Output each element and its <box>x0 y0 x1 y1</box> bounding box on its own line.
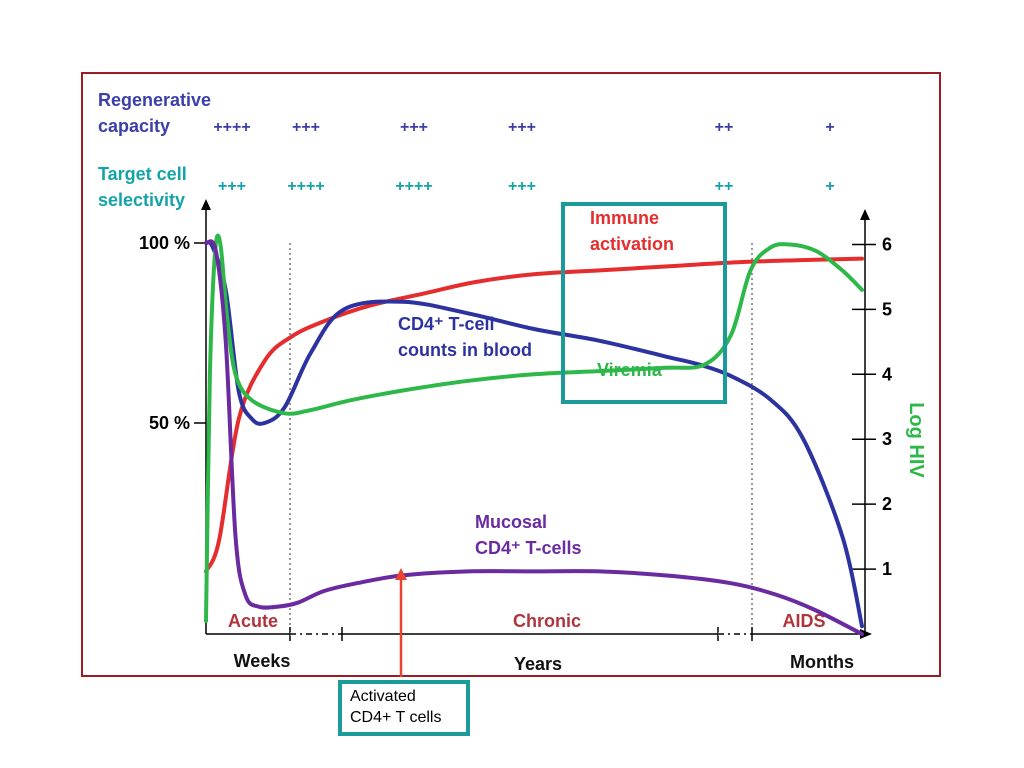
left-tick-50: 50 % <box>149 413 206 433</box>
svg-text:counts in blood: counts in blood <box>398 340 532 360</box>
row-1-value-0: +++ <box>218 178 246 195</box>
target-cell-label-line1: Target cell <box>98 164 187 184</box>
cd4-blood-label: CD4⁺ T-cell counts in blood <box>398 314 532 360</box>
target-cell-label-line2: selectivity <box>98 190 185 210</box>
phase-label-acute: Acute <box>228 611 278 631</box>
row-1-value-5: + <box>825 178 834 195</box>
unit-label-years: Years <box>514 654 562 674</box>
row-1-value-3: +++ <box>508 178 536 195</box>
svg-text:100 %: 100 % <box>139 233 190 253</box>
mucosal-label: Mucosal CD4⁺ T-cells <box>475 512 582 558</box>
time-scale <box>289 627 753 641</box>
cd4-blood-line <box>204 240 864 629</box>
regenerative-capacity-label-line2: capacity <box>98 116 170 136</box>
immune-activation-label: Immune activation <box>590 208 674 254</box>
regenerative-capacity-label-line1: Regenerative <box>98 90 211 110</box>
row-0-value-1: +++ <box>292 119 320 136</box>
row-0-value-2: +++ <box>400 119 428 136</box>
activated-cd4-arrow <box>395 568 407 677</box>
phase-dividers <box>289 243 753 634</box>
mucosal-cd4-line <box>204 239 864 636</box>
svg-text:CD4⁺ T-cell: CD4⁺ T-cell <box>398 314 495 334</box>
right-tick-label-5: 5 <box>882 299 892 319</box>
left-tick-100: 100 % <box>139 233 206 253</box>
phase-label-aids: AIDS <box>782 611 825 631</box>
svg-text:CD4⁺ T-cells: CD4⁺ T-cells <box>475 538 582 558</box>
row-0-value-3: +++ <box>508 119 536 136</box>
right-tick-label-2: 2 <box>882 494 892 514</box>
highlight-box <box>561 202 727 404</box>
svg-text:Mucosal: Mucosal <box>475 512 547 532</box>
viremia-label: Viremia <box>597 360 663 380</box>
target-cell-selectivity-row: Target cell selectivity +++ ++++ ++++ +++ ++… <box>98 164 835 210</box>
regenerative-capacity-row: Regenerative capacity ++++ +++ +++ +++ ++ + <box>98 90 835 136</box>
activated-cd4-callout: Activated CD4+ T cells <box>338 680 470 736</box>
unit-label-weeks: Weeks <box>234 651 291 671</box>
figure-frame <box>81 72 941 677</box>
phase-label-chronic: Chronic <box>513 611 581 631</box>
viremia-line <box>204 233 864 623</box>
right-tick-label-3: 3 <box>882 429 892 449</box>
x-axis-arrow <box>860 629 872 639</box>
right-tick-label-1: 1 <box>882 559 892 579</box>
row-1-value-1: ++++ <box>287 178 324 195</box>
right-tick-label-4: 4 <box>882 364 892 384</box>
row-0-value-5: + <box>825 119 834 136</box>
row-1-value-2: ++++ <box>395 178 432 195</box>
immune-activation-line <box>204 256 864 574</box>
right-axis-arrow <box>860 209 870 220</box>
right-axis-ticks: 1 2 3 4 5 6 <box>852 234 892 579</box>
svg-text:Immune: Immune <box>590 208 659 228</box>
row-0-value-4: ++ <box>715 119 734 136</box>
svg-text:activation: activation <box>590 234 674 254</box>
callout-line-1: Activated <box>350 688 416 705</box>
unit-label-months: Months <box>790 652 854 672</box>
row-1-value-4: ++ <box>715 178 734 195</box>
left-axis-arrow <box>201 199 211 210</box>
series-lines <box>204 233 864 636</box>
right-tick-label-6: 6 <box>882 234 892 254</box>
svg-text:50 %: 50 % <box>149 413 190 433</box>
row-0-value-0: ++++ <box>213 119 250 136</box>
callout-line-2: CD4+ T cells <box>350 709 442 726</box>
right-axis-label: Log HIV <box>905 402 927 478</box>
